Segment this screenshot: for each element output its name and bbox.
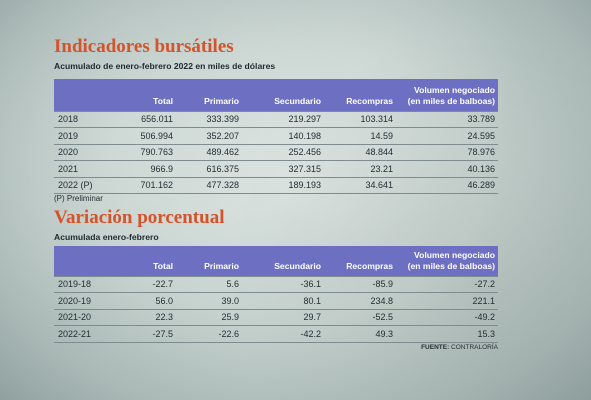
cell-primario: 333.399	[176, 110, 242, 128]
header-primario: Primario	[204, 95, 239, 106]
cell-volumen: 33.789	[396, 110, 498, 128]
section1-subtitle: Acumulado de enero-febrero 2022 en miles…	[54, 61, 276, 71]
source-value: CONTRALORÍA	[451, 344, 498, 351]
cell-total: -22.7	[120, 275, 176, 293]
header-volumen-line2: (en miles de balboas)	[407, 260, 495, 271]
cell-primario: 25.9	[176, 308, 242, 326]
cell-primario: 352.207	[176, 127, 242, 144]
cell-period: 2019-18	[54, 275, 120, 293]
header-recompras: Recompras	[346, 95, 393, 106]
header-volumen-line2: (en miles de balboas)	[407, 95, 495, 106]
cell-primario: 5.6	[176, 275, 242, 293]
cell-secundario: 29.7	[242, 308, 324, 326]
cell-secundario: -42.2	[242, 325, 324, 343]
header-primario: Primario	[204, 260, 239, 271]
header-volumen: Volumen negociado (en miles de balboas)	[396, 246, 498, 276]
source-credit: FUENTE: CONTRALORÍA	[421, 344, 498, 351]
cell-volumen: 40.136	[396, 160, 498, 177]
header-blank	[54, 246, 120, 276]
cell-recompras: 14.59	[324, 127, 396, 144]
cell-total: 790.763	[120, 143, 176, 161]
cell-primario: 616.375	[176, 160, 242, 177]
cell-total: 656.011	[120, 110, 176, 128]
header-blank	[54, 79, 120, 111]
cell-total: 701.162	[120, 176, 176, 194]
table-row: 2021 966.9 616.375 327.315 23.21 40.136	[54, 160, 498, 177]
table-row: 2021-20 22.3 25.9 29.7 -52.5 -49.2	[54, 308, 498, 326]
cell-secundario: 252.456	[242, 143, 324, 161]
header-secundario: Secundario	[274, 260, 321, 271]
cell-total: 966.9	[120, 160, 176, 177]
cell-year: 2022 (P)	[54, 176, 120, 194]
table-row: 2022 (P) 701.162 477.328 189.193 34.641 …	[54, 176, 498, 194]
cell-year: 2018	[54, 110, 120, 128]
table-header-row: Total Primario Secundario Recompras Volu…	[54, 79, 498, 111]
cell-secundario: 80.1	[242, 292, 324, 309]
cell-total: 22.3	[120, 308, 176, 326]
cell-period: 2021-20	[54, 308, 120, 326]
header-total: Total	[153, 260, 173, 271]
header-volumen: Volumen negociado (en miles de balboas)	[396, 79, 498, 111]
cell-volumen: -27.2	[396, 275, 498, 293]
cell-recompras: -52.5	[324, 308, 396, 326]
header-volumen-line1: Volumen negociado	[413, 84, 495, 95]
cell-volumen: 221.1	[396, 292, 498, 309]
cell-recompras: 48.844	[324, 143, 396, 161]
cell-recompras: 234.8	[324, 292, 396, 309]
cell-year: 2019	[54, 127, 120, 144]
table-row: 2020-19 56.0 39.0 80.1 234.8 221.1	[54, 292, 498, 309]
section2-title: Variación porcentual	[54, 207, 225, 228]
cell-total: 506.994	[120, 127, 176, 144]
cell-year: 2020	[54, 143, 120, 161]
header-total: Total	[153, 95, 173, 106]
cell-year: 2021	[54, 160, 120, 177]
cell-volumen: 15.3	[396, 325, 498, 343]
table-row: 2018 656.011 333.399 219.297 103.314 33.…	[54, 110, 498, 128]
cell-recompras: 23.21	[324, 160, 396, 177]
cell-volumen: 78.976	[396, 143, 498, 161]
cell-period: 2022-21	[54, 325, 120, 343]
table-row: 2019 506.994 352.207 140.198 14.59 24.59…	[54, 127, 498, 144]
cell-secundario: -36.1	[242, 275, 324, 293]
cell-volumen: 46.289	[396, 176, 498, 194]
cell-volumen: -49.2	[396, 308, 498, 326]
cell-primario: 477.328	[176, 176, 242, 194]
cell-recompras: 103.314	[324, 110, 396, 128]
cell-secundario: 189.193	[242, 176, 324, 194]
header-volumen-line1: Volumen negociado	[413, 249, 495, 260]
cell-volumen: 24.595	[396, 127, 498, 144]
cell-secundario: 140.198	[242, 127, 324, 144]
header-secundario: Secundario	[274, 95, 321, 106]
table-row: 2019-18 -22.7 5.6 -36.1 -85.9 -27.2	[54, 275, 498, 293]
table-row: 2022-21 -27.5 -22.6 -42.2 49.3 15.3	[54, 325, 498, 343]
cell-primario: 489.462	[176, 143, 242, 161]
section2-subtitle: Acumulada enero-febrero	[54, 232, 159, 242]
table-header-row: Total Primario Secundario Recompras Volu…	[54, 246, 498, 276]
cell-period: 2020-19	[54, 292, 120, 309]
cell-secundario: 219.297	[242, 110, 324, 128]
table-row: 2020 790.763 489.462 252.456 48.844 78.9…	[54, 143, 498, 161]
variation-table: Total Primario Secundario Recompras Volu…	[54, 246, 498, 343]
cell-recompras: -85.9	[324, 275, 396, 293]
cell-recompras: 49.3	[324, 325, 396, 343]
indicators-table: Total Primario Secundario Recompras Volu…	[54, 79, 498, 194]
preliminary-note: (P) Preliminar	[54, 194, 103, 203]
cell-recompras: 34.641	[324, 176, 396, 194]
source-label: FUENTE:	[421, 344, 450, 351]
cell-secundario: 327.315	[242, 160, 324, 177]
cell-total: -27.5	[120, 325, 176, 343]
header-recompras: Recompras	[346, 260, 393, 271]
cell-primario: -22.6	[176, 325, 242, 343]
cell-primario: 39.0	[176, 292, 242, 309]
cell-total: 56.0	[120, 292, 176, 309]
section1-title: Indicadores bursátiles	[54, 36, 234, 57]
